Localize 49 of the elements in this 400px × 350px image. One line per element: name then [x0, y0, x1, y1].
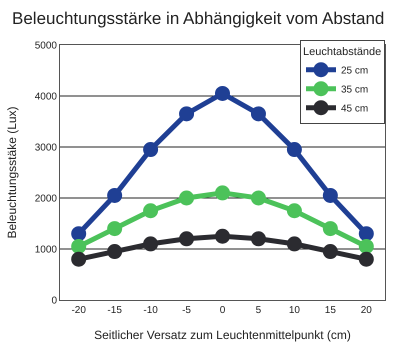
point	[143, 236, 158, 252]
x-tick-label: 5	[256, 305, 262, 316]
y-tick-label: 2000	[34, 194, 58, 204]
y-axis-title: Beleuchtungsstäke (Lux)	[5, 106, 20, 239]
point	[143, 203, 158, 218]
legend-label: 25 cm	[341, 66, 368, 77]
point	[107, 221, 122, 236]
y-tick-label: 3000	[34, 142, 58, 154]
y-tick-label: 1000	[34, 244, 58, 256]
x-tick-label: -10	[143, 305, 158, 316]
point	[322, 244, 338, 260]
legend-title: Leuchtabstände	[303, 46, 382, 58]
point	[71, 238, 86, 254]
x-tick-label: 15	[324, 305, 336, 316]
point	[250, 106, 266, 122]
point	[71, 252, 86, 267]
point	[71, 226, 86, 242]
point	[215, 228, 230, 244]
point	[107, 244, 122, 260]
y-tick-label: 4000	[34, 92, 58, 102]
point	[179, 190, 194, 206]
point	[215, 86, 230, 101]
point	[143, 142, 158, 158]
point	[286, 142, 302, 158]
point	[179, 231, 194, 246]
x-tick-label: -5	[182, 305, 192, 316]
point	[358, 238, 374, 254]
legend-label: 35 cm	[341, 84, 368, 96]
x-axis-title: Seitlicher Versatz zum Leuchtenmittelpunkt (cm)	[94, 328, 351, 342]
point	[322, 188, 338, 203]
point	[215, 185, 230, 200]
point	[250, 231, 266, 246]
x-tick-label: 0	[220, 305, 226, 316]
x-tick-label: -15	[107, 305, 122, 316]
point	[179, 106, 194, 122]
x-tick-label: 20	[360, 305, 372, 316]
point	[358, 226, 374, 242]
chart-title: Beleuchtungsstärke in Abhängigkeit vom Abstand	[12, 9, 384, 28]
point	[107, 188, 122, 203]
x-tick-label: 10	[288, 305, 300, 316]
y-tick-label: 0	[51, 296, 58, 306]
point	[322, 221, 338, 236]
point	[286, 236, 302, 252]
x-tick-label: -20	[71, 305, 86, 316]
y-tick-label: 5000	[34, 40, 58, 52]
point	[250, 190, 266, 206]
legend-label: 45 cm	[341, 104, 368, 115]
point	[358, 252, 374, 267]
point	[286, 203, 302, 218]
